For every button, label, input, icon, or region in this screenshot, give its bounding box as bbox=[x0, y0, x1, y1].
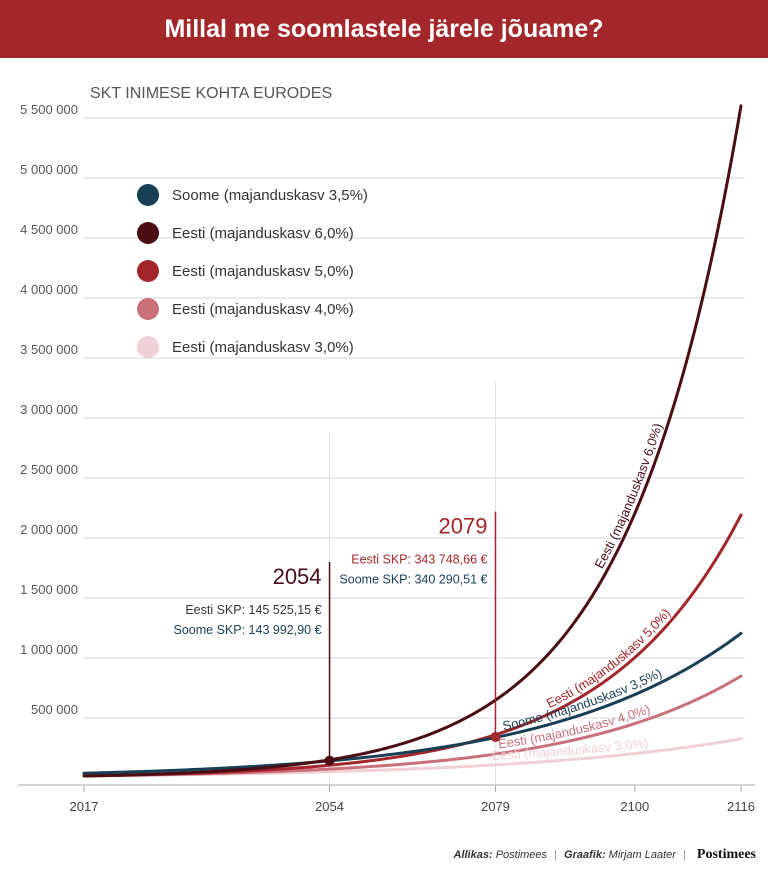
source-name: Postimees bbox=[495, 849, 548, 861]
series-line bbox=[82, 631, 743, 775]
graphic-author: Mirjam Laater bbox=[608, 849, 676, 861]
y-tick-label: 2 500 000 bbox=[20, 462, 78, 477]
x-tick-label: 2116 bbox=[727, 799, 755, 814]
y-tick-label: 500 000 bbox=[31, 702, 78, 717]
y-tick-label: 3 000 000 bbox=[20, 402, 78, 417]
footer-separator: | bbox=[682, 849, 686, 861]
annotation-finland-gdp: Soome SKP: 340 290,51 € bbox=[339, 573, 487, 587]
annotation-year: 2054 bbox=[273, 564, 322, 589]
legend-swatch bbox=[137, 260, 159, 282]
brand-logo: Postimees bbox=[696, 847, 756, 862]
y-tick-label: 4 500 000 bbox=[20, 222, 78, 237]
annotation-estonia-gdp: Eesti SKP: 343 748,66 € bbox=[351, 553, 487, 567]
y-tick-label: 5 000 000 bbox=[20, 162, 78, 177]
legend-label: Soome (majanduskasv 3,5%) bbox=[172, 187, 368, 204]
legend-label: Eesti (majanduskasv 4,0%) bbox=[172, 301, 354, 318]
y-tick-label: 4 000 000 bbox=[20, 282, 78, 297]
legend-label: Eesti (majanduskasv 5,0%) bbox=[172, 263, 354, 280]
y-tick-label: 3 500 000 bbox=[20, 342, 78, 357]
footer-separator: | bbox=[554, 849, 557, 861]
annotation-finland-gdp: Soome SKP: 143 992,90 € bbox=[174, 623, 322, 637]
y-axis-title: SKT INIMESE KOHTA EURODES bbox=[90, 85, 332, 102]
legend-label: Eesti (majanduskasv 3,0%) bbox=[172, 339, 354, 356]
x-tick-label: 2054 bbox=[315, 799, 344, 814]
legend-swatch bbox=[137, 298, 159, 320]
graphic-label: Graafik: bbox=[564, 849, 606, 861]
y-tick-label: 1 500 000 bbox=[20, 582, 78, 597]
legend-swatch bbox=[137, 336, 159, 358]
line-chart: SKT INIMESE KOHTA EURODES 500 000 1 000 00… bbox=[18, 85, 755, 814]
legend-label: Eesti (majanduskasv 6,0%) bbox=[172, 225, 354, 242]
annotation-estonia-gdp: Eesti SKP: 145 525,15 € bbox=[185, 603, 321, 617]
annotation-year: 2079 bbox=[439, 514, 488, 539]
annotation-point bbox=[490, 731, 501, 742]
footer-credits: Allikas: Postimees | Graafik: Mirjam Laa… bbox=[453, 847, 756, 863]
y-tick-label: 2 000 000 bbox=[20, 522, 78, 537]
x-tick-label: 2100 bbox=[620, 799, 649, 814]
chart-header: Millal me soomlastele järele jõuame? bbox=[0, 0, 768, 58]
series-line bbox=[82, 104, 743, 778]
y-tick-label: 5 500 000 bbox=[20, 102, 78, 117]
legend-swatch bbox=[137, 222, 159, 244]
x-tick-label: 2079 bbox=[481, 799, 510, 814]
annotation-point bbox=[324, 755, 335, 766]
series-curve-label: Eesti (majanduskasv 6,0%) bbox=[591, 421, 665, 571]
y-tick-label: 1 000 000 bbox=[20, 642, 78, 657]
series-curve-label-path: Eesti (majanduskasv 6,0%) bbox=[591, 421, 665, 571]
legend-swatch bbox=[137, 184, 159, 206]
chart-title: Millal me soomlastele järele jõuame? bbox=[164, 14, 604, 43]
source-label: Allikas: bbox=[453, 849, 493, 861]
x-tick-label: 2017 bbox=[70, 799, 99, 814]
